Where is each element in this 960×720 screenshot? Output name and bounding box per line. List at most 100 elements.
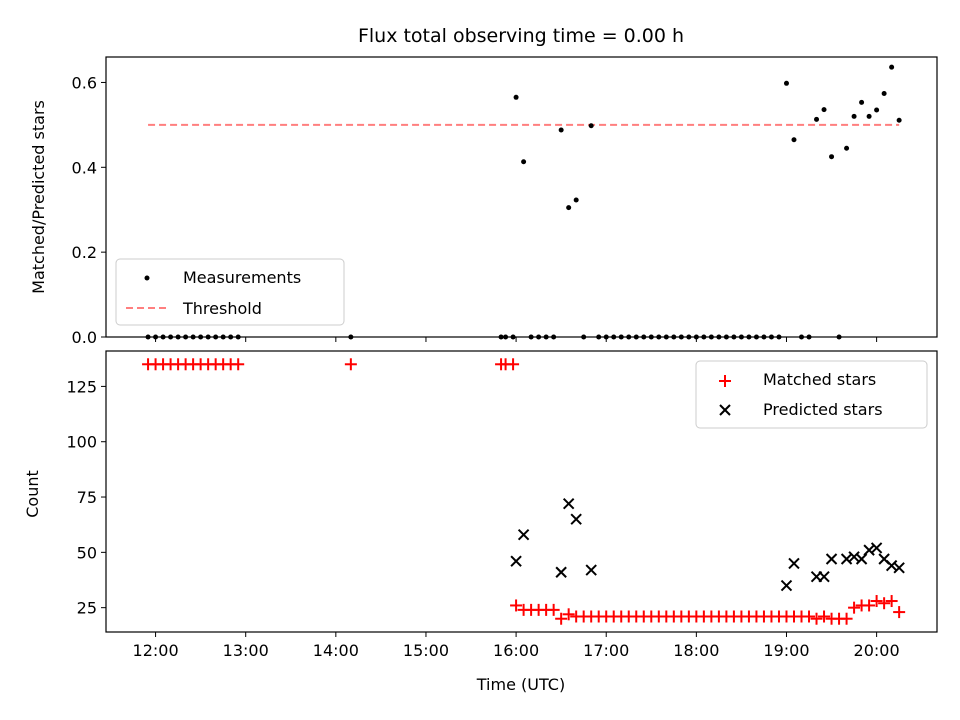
measurement-point <box>618 334 624 340</box>
measurement-point <box>783 80 789 86</box>
predicted-star-point <box>848 551 860 563</box>
measurement-point <box>543 334 549 340</box>
predicted-star-point <box>570 513 582 525</box>
measurement-point <box>836 334 842 340</box>
measurement-point <box>503 334 509 340</box>
y-tick-label: 0.0 <box>72 328 97 347</box>
measurement-point <box>693 334 699 340</box>
measurement-point <box>716 334 722 340</box>
predicted-star-point <box>562 497 575 510</box>
matched-star-point <box>863 599 876 612</box>
measurement-point <box>633 334 639 340</box>
predicted-star-point <box>780 579 793 592</box>
matched-star-point <box>840 612 853 625</box>
top-panel: Matched/Predicted stars 0.0 0.2 0.4 0.6 Mea… <box>29 56 938 347</box>
matched-star-point <box>878 597 891 610</box>
measurement-point <box>513 94 519 100</box>
x-tick-label: 19:00 <box>763 641 809 660</box>
predicted-star-point <box>863 544 875 556</box>
measurement-point <box>799 334 805 340</box>
measurement-point <box>671 334 677 340</box>
measurement-point <box>596 334 602 340</box>
measurement-point <box>153 334 159 340</box>
matched-star-point <box>547 603 560 616</box>
measurement-point <box>814 116 820 122</box>
x-tick-label: 16:00 <box>493 641 539 660</box>
matched-star-point <box>344 358 357 371</box>
legend-marker-matched <box>719 375 731 387</box>
bottom-y-ticks: 25 50 75 100 125 <box>66 377 106 618</box>
measurement-point <box>806 334 812 340</box>
measurement-point <box>220 334 226 340</box>
measurement-point <box>656 334 662 340</box>
y-tick-label: 50 <box>77 543 97 562</box>
measurement-point <box>874 107 880 113</box>
top-legend-box <box>115 258 345 326</box>
predicted-star-point <box>517 528 530 541</box>
measurement-point <box>723 334 729 340</box>
measurement-point <box>528 334 534 340</box>
y-tick-label: 0.4 <box>72 158 97 177</box>
measurement-point <box>190 334 196 340</box>
measurement-point <box>776 334 782 340</box>
measurement-point <box>686 334 692 340</box>
measurement-point <box>198 334 204 340</box>
measurement-point <box>581 334 587 340</box>
x-tick-label: 14:00 <box>313 641 359 660</box>
measurement-point <box>663 334 669 340</box>
measurement-point <box>829 154 835 160</box>
top-ylabel: Matched/Predicted stars <box>29 100 48 294</box>
measurement-point <box>213 334 219 340</box>
measurement-point <box>551 334 557 340</box>
matched-star-point <box>232 358 245 371</box>
matched-star-point <box>885 595 898 608</box>
measurement-point <box>866 113 872 119</box>
measurement-point <box>844 145 850 151</box>
matched-star-point <box>510 599 523 612</box>
predicted-star-point <box>893 562 905 574</box>
bottom-legend: Matched stars Predicted stars <box>695 360 928 429</box>
top-y-ticks: 0.0 0.2 0.4 0.6 <box>72 73 106 347</box>
measurement-point <box>510 334 516 340</box>
legend-label-matched: Matched stars <box>763 370 876 389</box>
top-legend: Measurements Threshold <box>115 258 345 326</box>
predicted-star-point <box>818 570 830 583</box>
measurement-point <box>738 334 744 340</box>
predicted-star-point <box>840 553 853 565</box>
measurement-point <box>168 334 174 340</box>
predicted-star-point <box>788 557 800 570</box>
measurement-point <box>731 334 737 340</box>
matched-star-point <box>562 608 575 621</box>
bottom-marks <box>142 358 906 625</box>
x-tick-label: 13:00 <box>223 641 269 660</box>
measurement-point <box>235 334 241 340</box>
measurement-point <box>791 137 797 143</box>
y-tick-label: 0.2 <box>72 243 97 262</box>
matched-star-point <box>810 612 823 625</box>
measurement-point <box>701 334 707 340</box>
predicted-star-point <box>555 566 567 578</box>
chart-title: Flux total observing time = 0.00 h <box>358 25 684 47</box>
measurement-point <box>205 334 211 340</box>
y-tick-label: 25 <box>77 599 97 618</box>
y-tick-label: 75 <box>77 488 97 507</box>
top-x-ticks <box>155 337 878 342</box>
measurement-point <box>566 205 572 211</box>
matched-star-point <box>818 610 831 623</box>
x-tick-label: 17:00 <box>583 641 629 660</box>
measurement-point <box>768 334 774 340</box>
measurement-point <box>521 159 527 165</box>
top-axes-frame <box>105 56 938 338</box>
bottom-ylabel: Count <box>23 470 42 518</box>
x-tick-label: 18:00 <box>673 641 719 660</box>
matched-star-point <box>893 606 906 619</box>
measurement-point <box>648 334 654 340</box>
x-tick-label: 12:00 <box>133 641 179 660</box>
measurement-point <box>896 117 902 123</box>
bottom-x-ticks: 12:00 13:00 14:00 15:00 16:00 17:00 18:00 19:00… <box>133 632 900 660</box>
bottom-legend-box <box>695 360 928 429</box>
measurement-point <box>175 334 181 340</box>
measurement-point <box>641 334 647 340</box>
matched-star-point <box>870 595 883 608</box>
